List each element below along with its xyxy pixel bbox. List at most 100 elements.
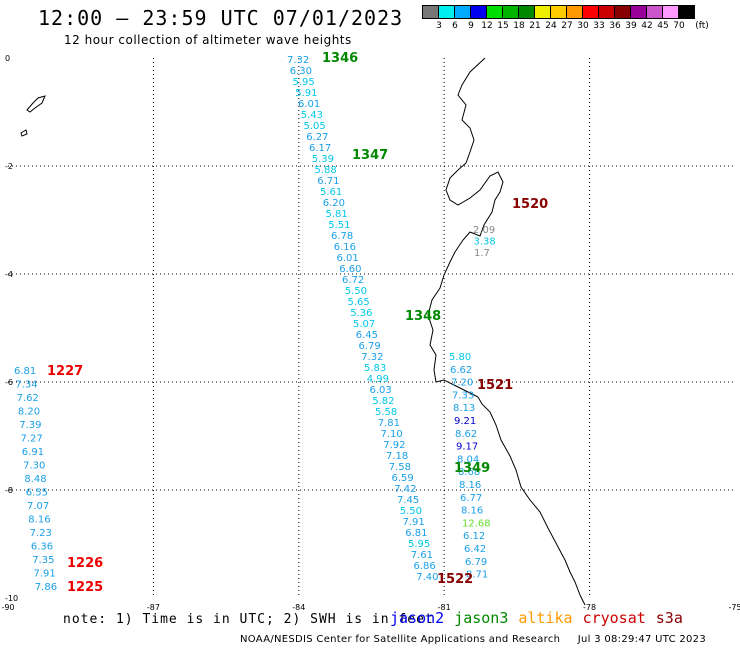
jason3-wave-height: 5.81	[326, 209, 348, 220]
wave-height-labels: 7.326.305.955.916.015.435.056.276.175.39…	[14, 55, 496, 593]
jason3-wave-height: 7.42	[394, 484, 416, 495]
jason3-wave-height: 6.03	[370, 385, 392, 396]
jason3-wave-height: 6.45	[356, 330, 378, 341]
jason3-wave-height: 5.95	[293, 77, 315, 88]
longitude-tick-label: -78	[583, 603, 596, 612]
galapagos-island	[26, 95, 46, 113]
map-subtitle: 12 hour collection of altimeter wave hei…	[64, 33, 352, 47]
colorbar-tick-label: 3	[436, 21, 442, 31]
mission-legend-entry: altika	[518, 609, 573, 627]
jason3-wave-height: 7.32	[287, 55, 309, 66]
jason3-wave-height: 6.78	[331, 231, 353, 242]
longitude-tick-label: -81	[438, 603, 451, 612]
cryosat-wave-height: 7.34	[15, 380, 37, 391]
jason3-wave-height: 7.81	[378, 418, 400, 429]
pass-number-label: 1227	[47, 364, 83, 379]
pass-number-label: 1520	[512, 197, 548, 212]
colorbar-tick-label: 33	[593, 21, 605, 31]
coastal-wave-height: 8.62	[455, 429, 477, 440]
mission-legend: jason2 jason3 altika cryosat s3a	[390, 609, 693, 627]
cryosat-wave-height: 7.30	[23, 461, 45, 472]
colorbar-unit: (ft)	[695, 21, 709, 31]
coastal-wave-height: 7.20	[451, 378, 473, 389]
coastal-wave-height: 9.21	[454, 416, 476, 427]
pass-number-label: 1522	[437, 572, 473, 587]
cryosat-wave-height: 7.07	[27, 501, 49, 512]
jason3-wave-height: 5.95	[408, 539, 430, 550]
jason3-wave-height: 5.91	[295, 88, 317, 99]
jason3-wave-height: 6.01	[298, 99, 320, 110]
colorbar-tick-label: 18	[513, 21, 525, 31]
jason3-wave-height: 7.92	[383, 440, 405, 451]
cryosat-wave-height: 7.23	[30, 528, 52, 539]
pass-number-label: 1226	[67, 556, 103, 571]
jason3-wave-height: 6.27	[306, 132, 328, 143]
jason3-wave-height: 5.43	[301, 110, 323, 121]
colorbar-labels: 3 6 9 12 15 18 21 24 27 30 33 36 39 42 45 70 (ft)	[422, 21, 740, 35]
jason3-wave-height: 6.81	[405, 528, 427, 539]
jason3-wave-height: 7.32	[361, 352, 383, 363]
cryosat-wave-height: 7.86	[35, 582, 57, 593]
cryosat-wave-height: 7.27	[21, 434, 43, 445]
cryosat-wave-height: 6.36	[31, 542, 53, 553]
colorbar-tick-label: 45	[657, 21, 669, 31]
cryosat-wave-height: 8.20	[18, 407, 40, 418]
colorbar-tick-label: 9	[468, 21, 474, 31]
cryosat-wave-height: 6.91	[22, 447, 44, 458]
colorbar-tick-label: 70	[673, 21, 685, 31]
colorbar-tick-label: 36	[609, 21, 621, 31]
jason3-wave-height: 7.10	[381, 429, 403, 440]
jason3-wave-height: 5.82	[372, 396, 394, 407]
jason3-wave-height: 7.18	[386, 451, 408, 462]
jason3-wave-height: 7.45	[397, 495, 419, 506]
jason3-wave-height: 5.61	[320, 187, 342, 198]
jason3-wave-height: 5.58	[375, 407, 397, 418]
galapagos-islet	[20, 129, 28, 137]
jason3-wave-height: 5.36	[350, 308, 372, 319]
cryosat-wave-height: 7.62	[17, 393, 39, 404]
colorbar-tick-label: 15	[497, 21, 509, 31]
jason3-wave-height: 5.05	[304, 121, 326, 132]
jason3-wave-height: 7.40	[416, 572, 438, 583]
coastal-wave-height: 8.04	[457, 454, 479, 465]
cryosat-wave-height: 6.81	[14, 366, 36, 377]
cryosat-wave-height: 8.16	[28, 515, 50, 526]
jason3-wave-height: 6.71	[317, 176, 339, 187]
latitude-tick-label: -10	[5, 594, 18, 603]
coastal-wave-height: 6.62	[450, 365, 472, 376]
pass-number-label: 1349	[454, 461, 490, 476]
jason3-wave-height: 7.91	[403, 517, 425, 528]
jason3-wave-height: 6.86	[414, 561, 436, 572]
latitude-tick-label: -2	[5, 162, 13, 171]
mission-legend-entry: jason2	[390, 609, 445, 627]
mission-legend-entry: cryosat	[582, 609, 646, 627]
colorbar-tick-label: 39	[625, 21, 637, 31]
longitude-tick-label: -75	[728, 603, 740, 612]
note-text: note: 1) Time is in UTC; 2) SWH is in fe…	[63, 612, 434, 627]
s3a-wave-height: 3.38	[474, 237, 496, 248]
jason3-wave-height: 6.17	[309, 143, 331, 154]
cryosat-wave-height: 7.39	[19, 420, 41, 431]
coastal-wave-height: 7.33	[452, 390, 474, 401]
jason3-wave-height: 5.50	[345, 286, 367, 297]
coastal-wave-height: 5.80	[449, 352, 471, 363]
s3a-wave-height: 1.7	[474, 248, 490, 259]
longitude-tick-label: -84	[292, 603, 305, 612]
coastline	[20, 57, 586, 606]
jason3-wave-height: 5.88	[315, 165, 337, 176]
latitude-tick-label: -6	[5, 378, 13, 387]
footer-timestamp: Jul 3 08:29:47 UTC 2023	[577, 634, 706, 645]
cryosat-wave-height: 6.55	[26, 488, 48, 499]
s3a-wave-height: 2.09	[473, 225, 495, 236]
pass-number-label: 1225	[67, 580, 103, 595]
jason3-wave-height: 6.16	[334, 242, 356, 253]
coastal-wave-height: 6.79	[465, 557, 487, 568]
jason3-wave-height: 5.50	[400, 506, 422, 517]
jason3-wave-height: 5.83	[364, 363, 386, 374]
wave-height-colorbar	[422, 5, 695, 19]
map-title: 12:00 – 23:59 UTC 07/01/2023	[38, 6, 404, 30]
colorbar-tick-label: 42	[641, 21, 653, 31]
jason3-wave-height: 7.61	[411, 550, 433, 561]
latitude-tick-label: -4	[5, 270, 13, 279]
